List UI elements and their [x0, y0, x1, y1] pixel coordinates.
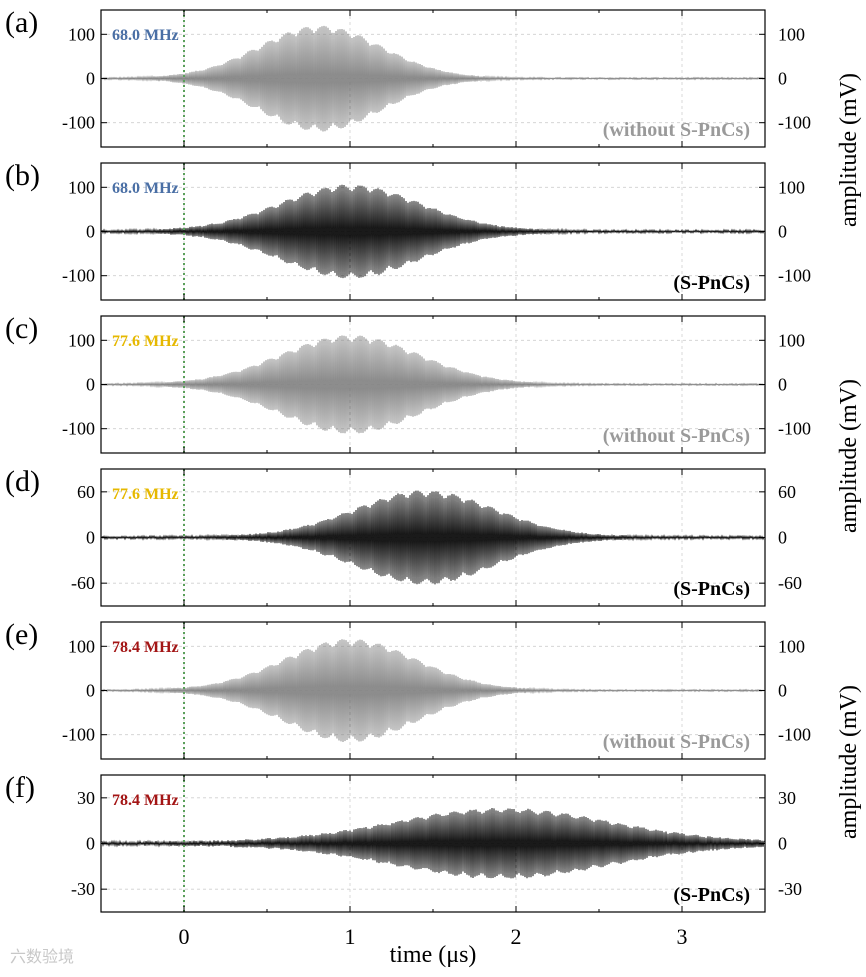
panel-letter: (c): [5, 312, 38, 345]
panel-letter: (e): [5, 618, 38, 651]
watermark-text: 六数验境: [10, 947, 74, 966]
y-tick-label-left: 0: [86, 69, 95, 89]
frequency-label: 68.0 MHz: [112, 180, 179, 197]
y-tick-label-left: -60: [71, 573, 95, 593]
y-tick-label-right: -100: [778, 266, 811, 286]
y-tick-label-left: 0: [86, 681, 95, 701]
y-tick-label-right: 0: [778, 528, 787, 548]
frequency-label: 68.0 MHz: [112, 27, 179, 44]
x-tick-label: 3: [677, 924, 688, 949]
y-axis-title: amplitude (mV): [836, 73, 862, 227]
y-tick-label-right: 0: [778, 834, 787, 854]
waveform-trace: [101, 490, 765, 585]
panel-letter: (a): [5, 6, 38, 39]
y-tick-label-right: 100: [778, 636, 805, 656]
panel-letter: (f): [5, 771, 35, 804]
y-tick-label-right: 0: [778, 681, 787, 701]
y-tick-label-left: 0: [86, 528, 95, 548]
y-tick-label-left: -100: [62, 113, 95, 133]
y-tick-label-left: 0: [86, 834, 95, 854]
condition-label: (without S-PnCs): [603, 425, 750, 447]
waveform-trace: [101, 335, 765, 434]
condition-label: (S-PnCs): [673, 884, 750, 906]
y-tick-label-right: 30: [778, 788, 796, 808]
y-tick-label-left: 100: [68, 636, 95, 656]
panel-letter: (d): [5, 465, 40, 498]
frequency-label: 78.4 MHz: [112, 639, 179, 656]
waveform-trace: [101, 184, 765, 279]
frequency-label: 78.4 MHz: [112, 792, 179, 809]
y-tick-label-left: 0: [86, 222, 95, 242]
y-tick-label-right: 0: [778, 375, 787, 395]
condition-label: (without S-PnCs): [603, 731, 750, 753]
y-tick-label-right: -60: [778, 573, 802, 593]
y-tick-label-left: -100: [62, 266, 95, 286]
waveform-trace: [101, 25, 765, 132]
y-tick-label-right: -100: [778, 113, 811, 133]
y-tick-label-left: -30: [71, 879, 95, 899]
y-axis-title: amplitude (mV): [836, 685, 862, 839]
panel-letter: (b): [5, 159, 40, 192]
y-tick-label-right: 100: [778, 177, 805, 197]
x-axis-title: time (μs): [390, 942, 477, 968]
y-axis-title: amplitude (mV): [836, 379, 862, 533]
waveform-trace: [101, 639, 765, 742]
condition-label: (S-PnCs): [673, 272, 750, 294]
y-tick-label-right: 0: [778, 222, 787, 242]
y-tick-label-right: -100: [778, 419, 811, 439]
x-tick-label: 2: [511, 924, 522, 949]
y-tick-label-left: -100: [62, 419, 95, 439]
y-tick-label-left: 100: [68, 24, 95, 44]
y-tick-label-left: 100: [68, 330, 95, 350]
y-tick-label-left: 0: [86, 375, 95, 395]
x-tick-label: 0: [179, 924, 190, 949]
y-tick-label-left: 100: [68, 177, 95, 197]
condition-label: (S-PnCs): [673, 578, 750, 600]
y-tick-label-left: -100: [62, 725, 95, 745]
y-tick-label-right: 60: [778, 482, 796, 502]
y-tick-label-right: -30: [778, 879, 802, 899]
y-tick-label-left: 30: [77, 788, 95, 808]
x-tick-label: 1: [345, 924, 356, 949]
y-tick-label-right: 100: [778, 24, 805, 44]
y-tick-label-right: 100: [778, 330, 805, 350]
frequency-label: 77.6 MHz: [112, 333, 179, 350]
waveform-trace: [101, 808, 765, 879]
frequency-label: 77.6 MHz: [112, 486, 179, 503]
y-tick-label-right: -100: [778, 725, 811, 745]
y-tick-label-right: 0: [778, 69, 787, 89]
condition-label: (without S-PnCs): [603, 119, 750, 141]
y-tick-label-left: 60: [77, 482, 95, 502]
